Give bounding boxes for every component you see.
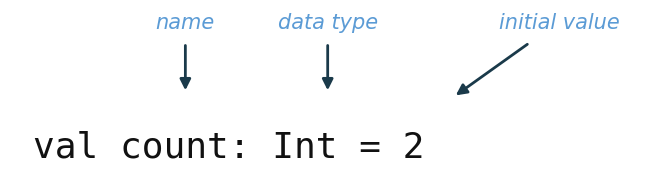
Text: name: name <box>156 13 215 33</box>
Text: val count: Int = 2: val count: Int = 2 <box>33 131 424 165</box>
Text: initial value: initial value <box>499 13 620 33</box>
Text: data type: data type <box>277 13 378 33</box>
